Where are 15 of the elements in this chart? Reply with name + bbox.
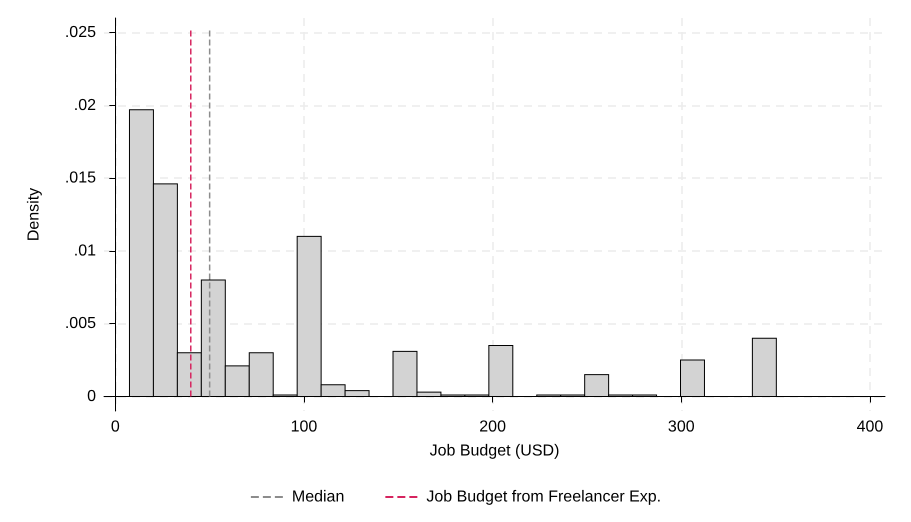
y-tick-label: .01: [74, 242, 96, 260]
y-tick-label: .02: [74, 96, 96, 114]
x-tick-label: 100: [290, 418, 318, 436]
x-tick-label: 400: [856, 418, 884, 436]
legend-label: Median: [292, 488, 344, 506]
y-tick-label: 0: [87, 388, 96, 405]
y-axis-title: Density: [26, 188, 42, 242]
x-tick-label: 300: [668, 418, 695, 436]
x-axis-title: Job Budget (USD): [430, 442, 560, 460]
x-tick-label: 0: [110, 418, 120, 436]
y-tick-label: .015: [64, 170, 96, 187]
x-tick-label: 200: [479, 418, 506, 436]
y-tick-label: .005: [64, 315, 96, 332]
legend-label: Job Budget from Freelancer Exp.: [426, 488, 662, 506]
y-tick-label: .025: [64, 24, 96, 42]
